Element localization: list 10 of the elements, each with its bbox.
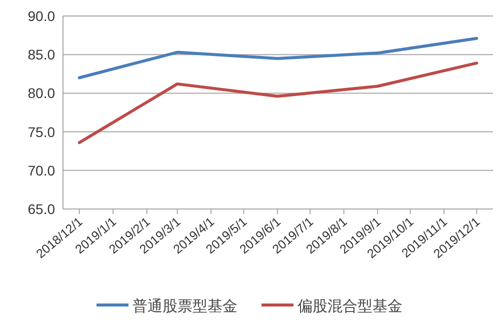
legend-label: 普通股票型基金	[132, 298, 238, 315]
y-tick-label: 90.0	[28, 8, 56, 24]
y-tick-label: 65.0	[28, 201, 56, 217]
y-tick-label: 75.0	[28, 124, 56, 140]
y-tick-label: 80.0	[28, 85, 56, 102]
line-series	[78, 62, 478, 144]
legend-label: 偏股混合型基金	[298, 298, 402, 315]
y-tick-label: 70.0	[28, 162, 56, 178]
y-tick-label: 85.0	[28, 46, 56, 63]
line-series	[78, 36, 478, 80]
